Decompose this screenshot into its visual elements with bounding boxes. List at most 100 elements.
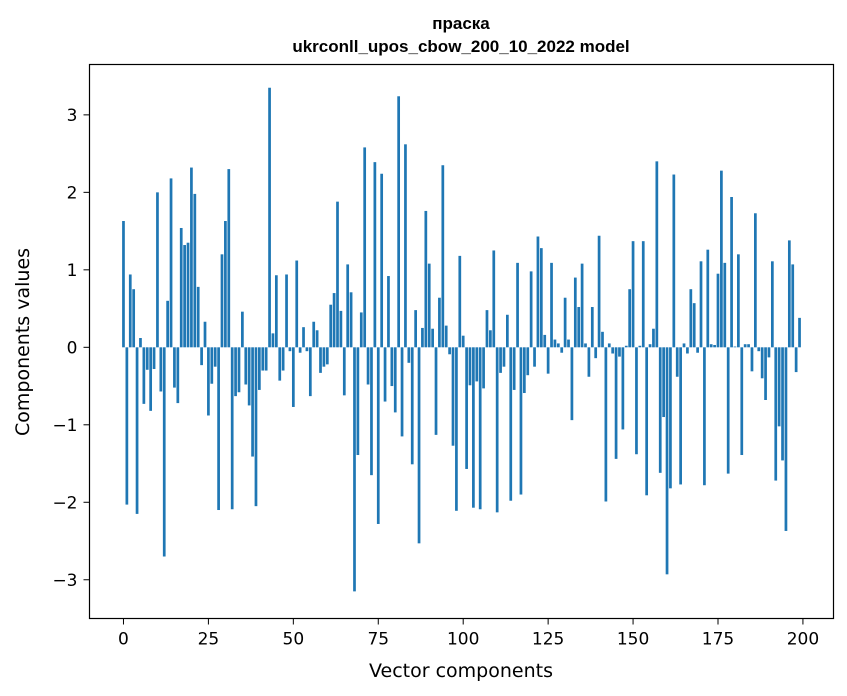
chart-title-line1: праска <box>432 14 490 33</box>
bar <box>614 347 618 459</box>
bar <box>784 347 788 531</box>
bar <box>227 169 231 348</box>
bar <box>777 347 781 427</box>
y-tick-label: 1 <box>67 261 78 281</box>
bar <box>787 240 791 348</box>
bar <box>655 161 659 348</box>
bar <box>506 314 509 348</box>
bar <box>512 347 516 390</box>
bar <box>220 254 224 348</box>
bar <box>669 347 672 489</box>
bar <box>152 347 156 370</box>
bar <box>271 333 275 348</box>
bar <box>730 197 733 348</box>
bar <box>577 307 581 348</box>
bar <box>713 344 716 348</box>
bar <box>451 347 455 446</box>
bar <box>516 262 519 348</box>
bar <box>278 347 282 381</box>
bar <box>431 328 434 348</box>
bar <box>261 347 265 371</box>
bar <box>706 249 710 348</box>
bar <box>696 347 699 353</box>
x-tick-label: 100 <box>447 630 479 650</box>
bar <box>230 347 234 510</box>
bar <box>611 347 615 354</box>
bar <box>196 286 200 348</box>
bar <box>325 347 329 365</box>
bar <box>393 347 397 413</box>
bar <box>539 248 543 348</box>
bar <box>210 347 214 384</box>
bar <box>193 193 197 348</box>
bar <box>302 327 305 348</box>
bar <box>563 297 567 348</box>
bar <box>363 147 367 348</box>
bar <box>135 347 139 514</box>
y-tick-label: 0 <box>67 338 78 358</box>
bar <box>438 297 441 348</box>
bar <box>298 347 302 353</box>
bar <box>162 347 166 557</box>
bar <box>186 242 190 348</box>
bar <box>635 347 638 455</box>
bar <box>543 334 547 348</box>
bar <box>291 347 295 407</box>
bar <box>478 347 482 510</box>
bar <box>699 261 703 348</box>
bar <box>404 144 407 348</box>
x-tick-label: 0 <box>118 630 129 650</box>
plot-area-frame <box>88 63 835 620</box>
bar <box>407 347 411 363</box>
bar <box>366 347 370 385</box>
bar <box>441 165 445 348</box>
x-tick-label: 200 <box>787 630 819 650</box>
x-axis-label: Vector components <box>369 660 553 682</box>
bar <box>329 304 333 348</box>
bar <box>359 312 363 348</box>
bar <box>203 321 207 348</box>
bar <box>251 347 254 457</box>
bar <box>658 347 662 473</box>
bar <box>675 347 679 377</box>
bar <box>560 347 564 353</box>
bar <box>234 347 237 397</box>
bar <box>597 235 601 348</box>
bar <box>166 300 169 348</box>
bar <box>716 273 720 348</box>
bar <box>237 347 241 393</box>
x-axis-ticks: 0 25 50 75 100 125 150 175 200 <box>118 618 819 650</box>
y-tick-label: 2 <box>67 183 78 203</box>
bar <box>638 345 642 348</box>
bar <box>424 210 428 348</box>
bar <box>156 192 159 348</box>
bar <box>190 167 193 348</box>
bar <box>570 347 574 421</box>
x-tick-label: 25 <box>198 630 220 650</box>
bar <box>624 345 628 348</box>
bar <box>781 347 784 461</box>
y-tick-label: −1 <box>52 416 77 436</box>
bar <box>244 347 248 385</box>
bar <box>502 347 506 367</box>
bar <box>342 347 346 396</box>
bar <box>679 347 682 485</box>
bar <box>308 347 312 397</box>
bar <box>285 274 288 348</box>
bar <box>254 347 258 507</box>
bar <box>268 87 271 348</box>
bar <box>604 347 608 502</box>
bar <box>461 335 465 348</box>
bar <box>472 347 475 508</box>
bar <box>353 347 356 592</box>
bar <box>387 276 390 348</box>
bar <box>444 325 448 348</box>
bar <box>468 347 472 386</box>
bar <box>332 293 336 348</box>
bar <box>522 347 526 394</box>
bar <box>207 347 210 416</box>
x-tick-label: 150 <box>617 630 649 650</box>
bar <box>356 347 360 456</box>
bar <box>553 339 557 348</box>
bar <box>305 347 309 352</box>
